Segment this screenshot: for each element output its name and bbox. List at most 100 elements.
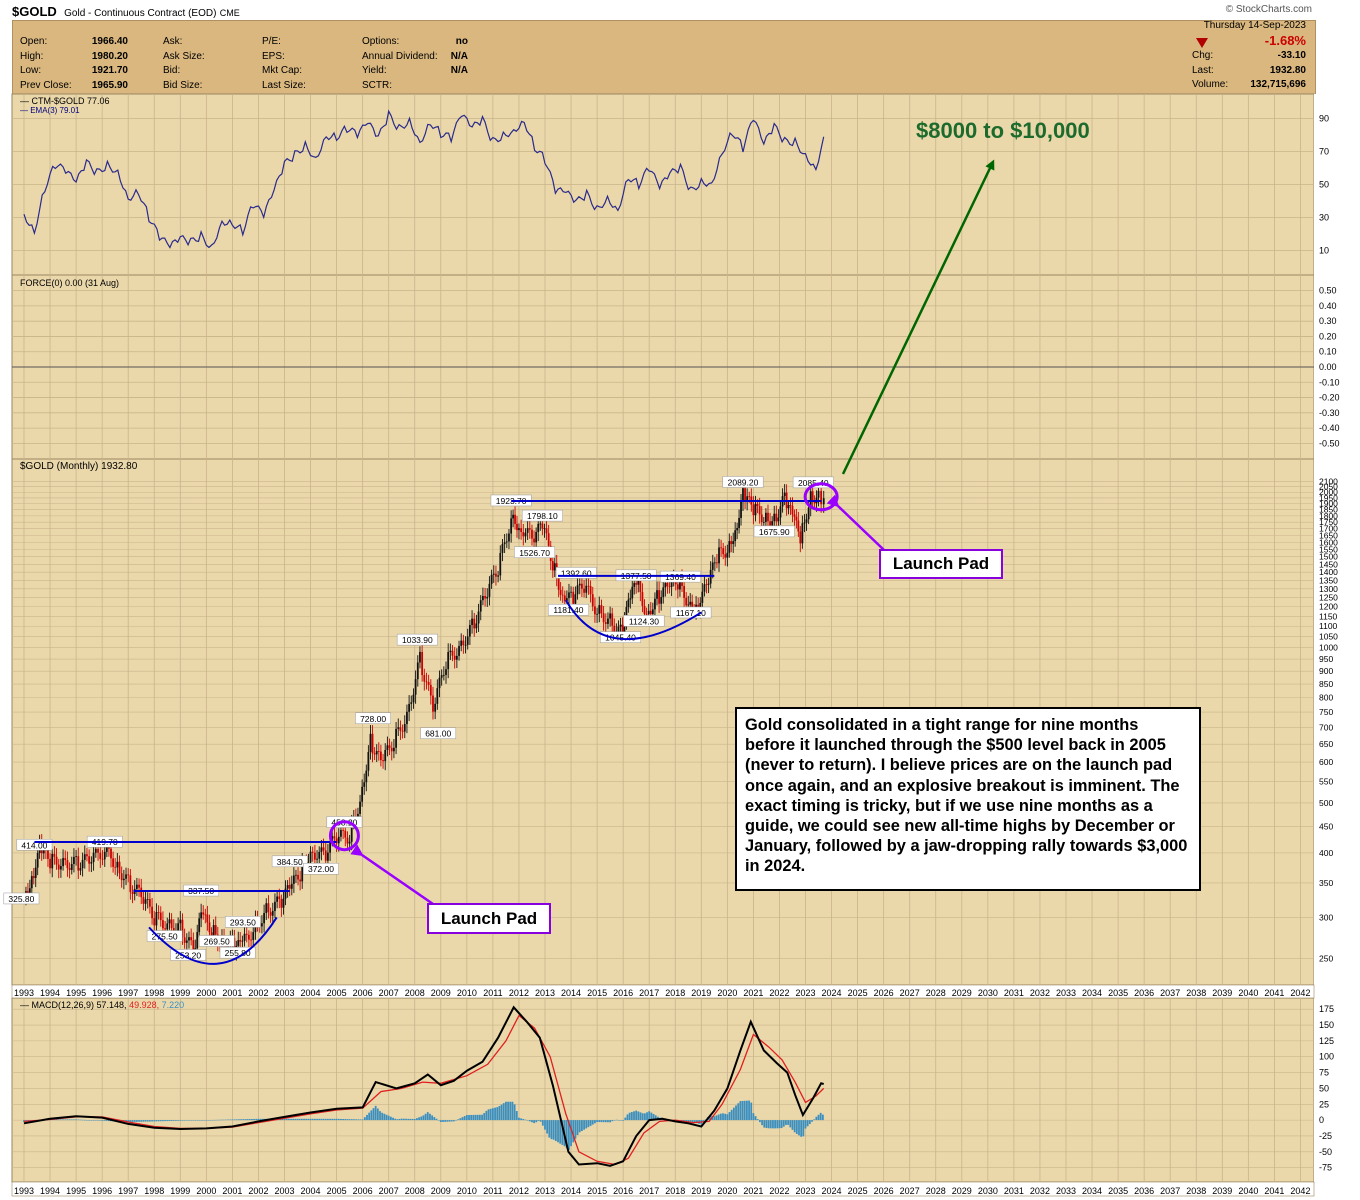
- price-candle-body: [627, 599, 630, 608]
- macd-hist-bar: [27, 1120, 30, 1122]
- price-candle-body: [208, 922, 211, 933]
- macd-hist-bar: [387, 1115, 390, 1121]
- macd-hist-bar: [287, 1118, 290, 1121]
- macd-hist-bar: [357, 1119, 360, 1121]
- macd-hist-bar: [780, 1120, 783, 1129]
- quote-label: Last Size:: [262, 79, 306, 91]
- macd-hist-bar: [578, 1120, 581, 1133]
- macd-y-tick: -25: [1319, 1131, 1332, 1141]
- macd-hist-bar: [261, 1118, 264, 1121]
- launch-pad-box-2005: Launch Pad: [427, 903, 551, 934]
- price-candle-body: [773, 513, 776, 522]
- macd-x-tick: 2027: [900, 1186, 920, 1196]
- macd-hist-bar: [294, 1118, 297, 1121]
- macd-y-tick: -50: [1319, 1147, 1332, 1157]
- macd-hist-bar: [177, 1120, 180, 1121]
- price-x-tick: 2031: [1004, 988, 1024, 998]
- macd-x-tick: 2032: [1030, 1186, 1050, 1196]
- macd-hist-bar: [763, 1120, 766, 1128]
- macd-x-tick: 2036: [1134, 1186, 1154, 1196]
- macd-hist-bar: [537, 1120, 540, 1121]
- price-candle-body: [216, 934, 219, 943]
- price-y-tick: 350: [1319, 878, 1333, 888]
- macd-hist-bar: [327, 1118, 329, 1121]
- macd-hist-bar: [23, 1120, 25, 1123]
- price-candle-body: [267, 903, 270, 913]
- price-candle-body: [561, 594, 564, 596]
- price-candle-body: [265, 903, 268, 914]
- force-y-tick: 0.00: [1319, 362, 1337, 372]
- quote-value: no: [455, 36, 468, 47]
- macd-hist-bar: [331, 1118, 334, 1121]
- price-candle-body: [705, 584, 708, 586]
- price-candle-body: [815, 497, 818, 504]
- macd-x-tick: 2031: [1004, 1186, 1024, 1196]
- macd-hist-bar: [761, 1120, 763, 1126]
- price-candle-body: [720, 547, 722, 549]
- macd-hist-bar: [587, 1120, 590, 1128]
- price-candle-body: [390, 747, 393, 752]
- price-candle-body: [97, 848, 99, 853]
- macd-hist-bar: [811, 1120, 813, 1122]
- price-label-bg: [303, 862, 339, 875]
- macd-hist-bar: [819, 1112, 822, 1121]
- price-candle-body: [589, 586, 592, 595]
- macd-hist-bar: [268, 1118, 271, 1121]
- price-candle-body: [604, 622, 607, 624]
- macd-hist-bar: [598, 1120, 601, 1123]
- macd-hist-bar: [435, 1118, 438, 1121]
- price-candle-body: [122, 878, 125, 881]
- macd-hist-bar: [652, 1113, 655, 1121]
- macd-hist-bar: [626, 1114, 629, 1121]
- price-candle-body: [781, 496, 784, 507]
- macd-hist-bar: [405, 1118, 407, 1121]
- macd-hist-bar: [787, 1120, 790, 1125]
- price-label: 1167.10: [676, 608, 706, 618]
- price-candle-body: [466, 636, 469, 645]
- macd-hist-bar: [159, 1120, 162, 1122]
- macd-hist-bar: [242, 1119, 245, 1121]
- macd-x-tick: 1996: [92, 1186, 112, 1196]
- macd-hist-bar: [711, 1115, 714, 1121]
- macd-hist-bar: [492, 1108, 494, 1121]
- price-candle-body: [787, 505, 790, 509]
- price-label: 681.00: [425, 729, 451, 739]
- macd-x-tick: 2041: [1264, 1186, 1284, 1196]
- price-candle-body: [709, 569, 712, 584]
- price-candle-body: [765, 512, 767, 522]
- price-candle-body: [55, 856, 58, 865]
- macd-hist-bar: [472, 1114, 475, 1121]
- macd-x-tick: 2021: [743, 1186, 763, 1196]
- macd-hist-bar: [455, 1120, 457, 1121]
- price-label-bg: [198, 935, 235, 947]
- macd-hist-bar: [487, 1109, 490, 1121]
- price-candle-body: [393, 747, 395, 752]
- macd-x-tick: 2004: [301, 1186, 321, 1196]
- quote-row: Mkt Cap:: [262, 64, 306, 79]
- price-candle-body: [767, 512, 769, 522]
- quote-value: N/A: [450, 65, 468, 76]
- macd-hist-bar: [791, 1120, 794, 1130]
- price-candle-body: [453, 655, 456, 660]
- price-candle-body: [683, 586, 686, 598]
- macd-hist-bar: [524, 1119, 527, 1121]
- quote-label: Low:: [20, 65, 42, 76]
- price-candle-body: [83, 854, 86, 860]
- macd-hist-bar: [635, 1110, 638, 1121]
- price-label-bg: [722, 476, 764, 488]
- price-candle-body: [280, 899, 283, 908]
- macd-hist-bar: [531, 1120, 533, 1123]
- macd-hist-bar: [374, 1105, 377, 1121]
- quote-value: 132,715,696: [1250, 79, 1306, 90]
- macd-hist-bar: [209, 1120, 212, 1121]
- macd-hist-bar: [46, 1119, 49, 1121]
- macd-x-tick: 1998: [144, 1186, 164, 1196]
- price-candle-body: [86, 854, 88, 857]
- macd-x-tick: 2003: [274, 1186, 294, 1196]
- price-y-tick: 900: [1319, 666, 1333, 676]
- price-candle-body: [116, 861, 119, 868]
- macd-hist-bar: [348, 1119, 351, 1121]
- price-candle-body: [133, 888, 136, 894]
- price-candle-body: [681, 578, 683, 587]
- price-label: 1124.30: [629, 616, 659, 626]
